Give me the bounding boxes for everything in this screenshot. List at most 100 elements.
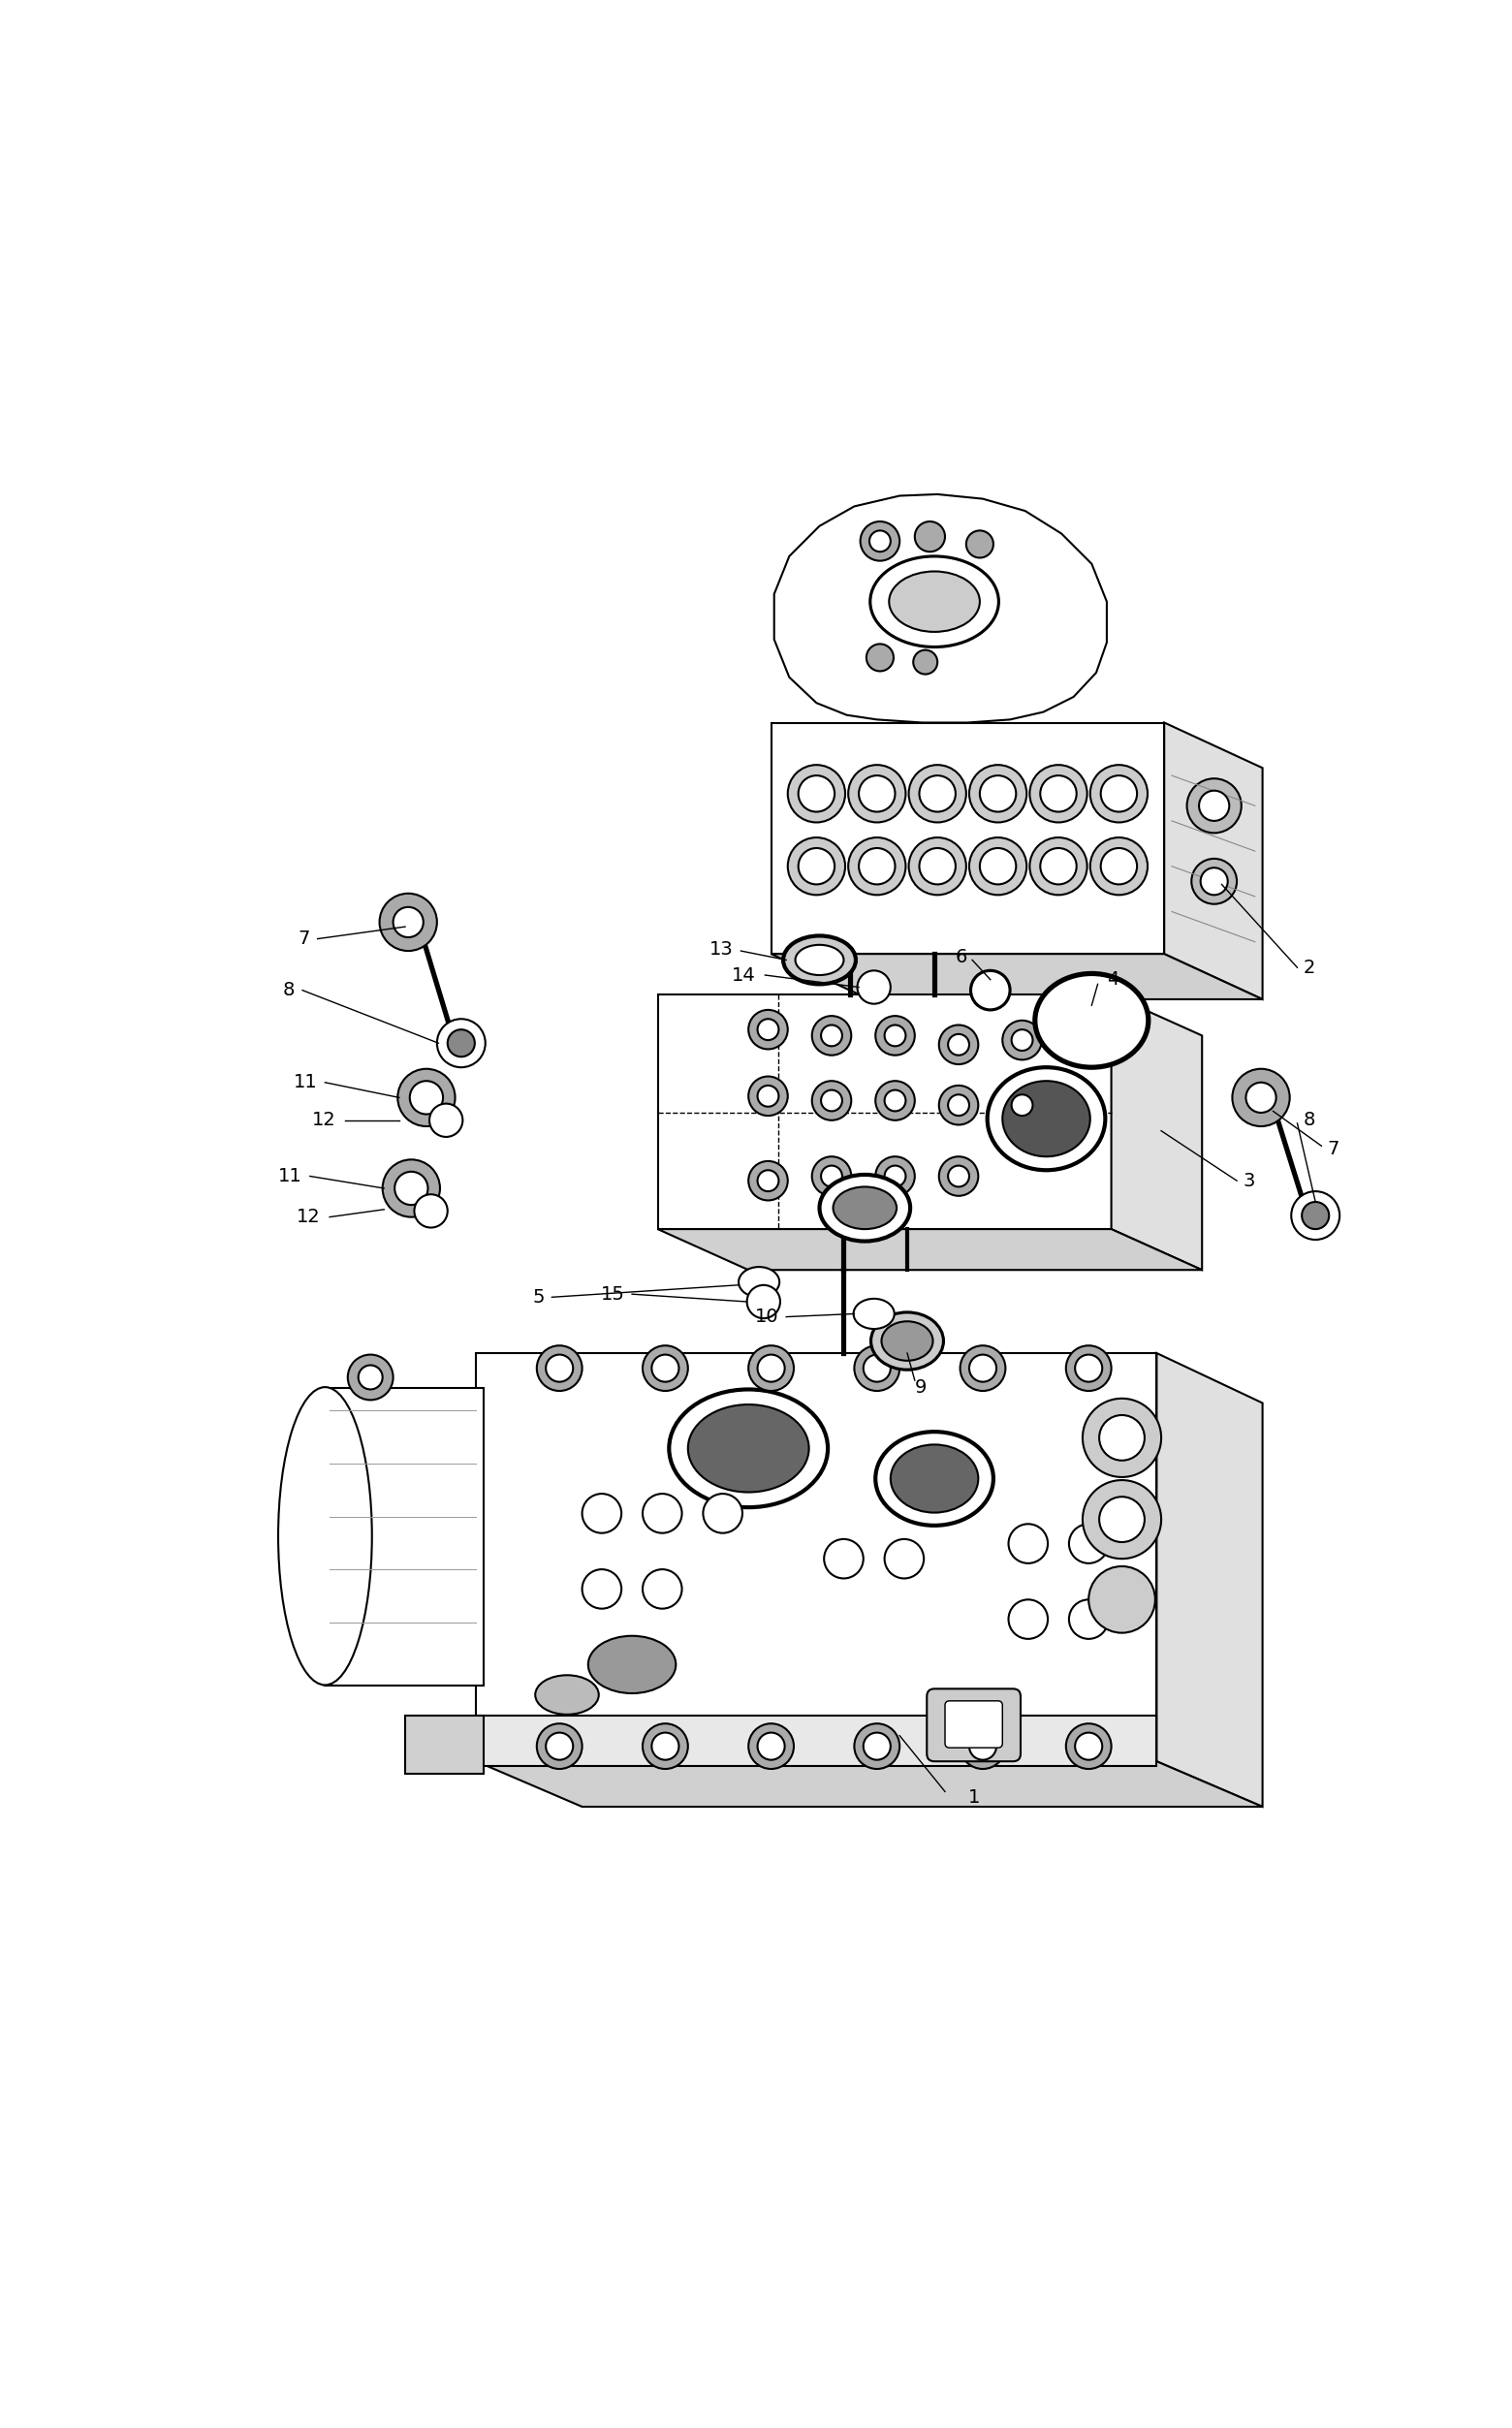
Circle shape [643, 1345, 688, 1391]
Circle shape [1083, 1481, 1161, 1559]
Polygon shape [658, 995, 1111, 1229]
Text: 12: 12 [296, 1207, 321, 1226]
Circle shape [812, 1080, 851, 1119]
Circle shape [758, 1020, 779, 1039]
Circle shape [1090, 765, 1148, 823]
Polygon shape [1111, 995, 1202, 1270]
Circle shape [812, 1015, 851, 1056]
Ellipse shape [875, 1433, 993, 1525]
Circle shape [393, 908, 423, 937]
Circle shape [758, 1734, 785, 1760]
Circle shape [798, 775, 835, 811]
Circle shape [969, 838, 1027, 896]
Circle shape [948, 1095, 969, 1117]
FancyBboxPatch shape [945, 1702, 1002, 1748]
Circle shape [980, 847, 1016, 884]
Circle shape [582, 1568, 621, 1610]
Circle shape [758, 1085, 779, 1107]
Text: 8: 8 [1303, 1112, 1315, 1129]
Ellipse shape [891, 1445, 978, 1513]
Circle shape [1101, 775, 1137, 811]
Polygon shape [1164, 724, 1263, 1000]
Circle shape [857, 971, 891, 1003]
Text: 13: 13 [709, 940, 733, 959]
Ellipse shape [1034, 974, 1149, 1068]
Circle shape [1012, 1095, 1033, 1117]
Circle shape [398, 1068, 455, 1127]
Circle shape [1187, 779, 1241, 833]
Circle shape [854, 1724, 900, 1770]
Circle shape [1302, 1202, 1329, 1229]
Polygon shape [405, 1717, 484, 1772]
Circle shape [1099, 1416, 1145, 1462]
Circle shape [437, 1020, 485, 1068]
Circle shape [546, 1355, 573, 1382]
Circle shape [821, 1165, 842, 1187]
Ellipse shape [739, 1267, 780, 1297]
Ellipse shape [1002, 1080, 1090, 1156]
Ellipse shape [881, 1321, 933, 1360]
Circle shape [875, 1080, 915, 1119]
Text: 7: 7 [298, 930, 310, 947]
Text: 11: 11 [293, 1073, 318, 1093]
Circle shape [919, 775, 956, 811]
Ellipse shape [853, 1299, 894, 1328]
Ellipse shape [535, 1675, 599, 1714]
Circle shape [969, 1734, 996, 1760]
Circle shape [383, 1161, 440, 1216]
Circle shape [1030, 765, 1087, 823]
Circle shape [758, 1355, 785, 1382]
Circle shape [748, 1345, 794, 1391]
Circle shape [652, 1734, 679, 1760]
Ellipse shape [670, 1389, 829, 1508]
Circle shape [1012, 1029, 1033, 1051]
Ellipse shape [833, 1187, 897, 1229]
Text: 1: 1 [968, 1789, 980, 1806]
Polygon shape [658, 1229, 1202, 1270]
Circle shape [960, 1724, 1005, 1770]
Circle shape [821, 1090, 842, 1112]
Circle shape [948, 1165, 969, 1187]
Circle shape [1201, 867, 1228, 896]
Text: 11: 11 [278, 1168, 302, 1185]
Circle shape [854, 1345, 900, 1391]
Circle shape [875, 1015, 915, 1056]
Circle shape [747, 1284, 780, 1318]
Circle shape [875, 1156, 915, 1197]
Circle shape [1066, 1345, 1111, 1391]
Circle shape [582, 1493, 621, 1532]
Text: 14: 14 [732, 966, 756, 983]
Text: 12: 12 [311, 1112, 336, 1129]
FancyBboxPatch shape [927, 1690, 1021, 1760]
Text: 10: 10 [754, 1309, 779, 1326]
Circle shape [1075, 1355, 1102, 1382]
Circle shape [824, 1539, 863, 1578]
Circle shape [1040, 775, 1077, 811]
Circle shape [939, 1156, 978, 1197]
Circle shape [1101, 847, 1137, 884]
Circle shape [748, 1161, 788, 1199]
Ellipse shape [871, 556, 999, 646]
Text: 9: 9 [915, 1379, 927, 1396]
Circle shape [643, 1568, 682, 1610]
Circle shape [1069, 1525, 1108, 1564]
Circle shape [859, 847, 895, 884]
Circle shape [788, 838, 845, 896]
Circle shape [1002, 1020, 1042, 1059]
Circle shape [863, 1355, 891, 1382]
Circle shape [939, 1085, 978, 1124]
Circle shape [909, 765, 966, 823]
Circle shape [748, 1010, 788, 1049]
Text: 3: 3 [1243, 1173, 1255, 1190]
Circle shape [380, 894, 437, 952]
Circle shape [546, 1734, 573, 1760]
Circle shape [1009, 1525, 1048, 1564]
Circle shape [414, 1195, 448, 1229]
Circle shape [1040, 847, 1077, 884]
Circle shape [1075, 1734, 1102, 1760]
Circle shape [1002, 1085, 1042, 1124]
Text: 15: 15 [600, 1284, 624, 1304]
Circle shape [969, 1355, 996, 1382]
Circle shape [885, 1090, 906, 1112]
Circle shape [1232, 1068, 1290, 1127]
